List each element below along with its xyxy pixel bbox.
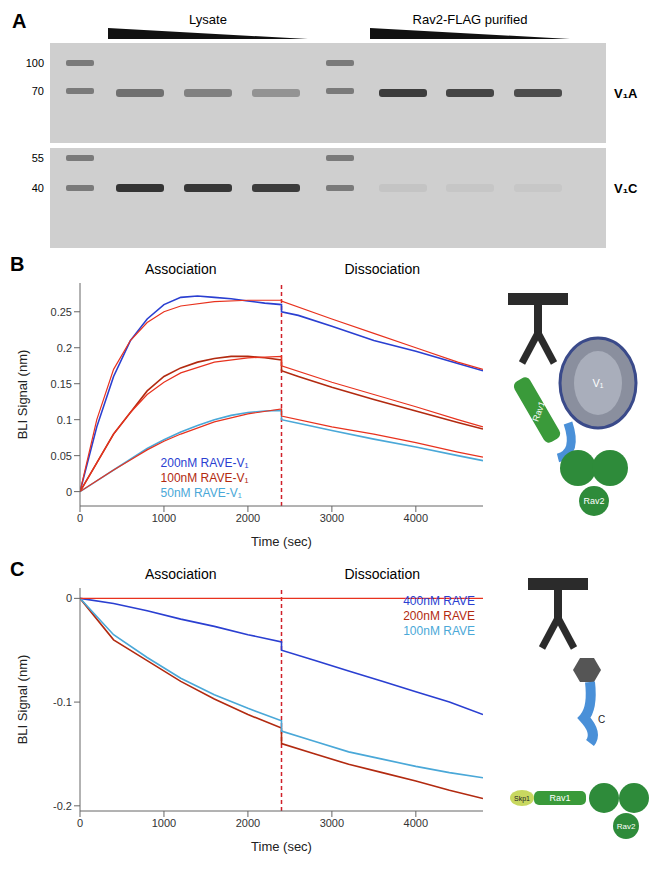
- svg-text:0: 0: [66, 592, 72, 604]
- html-text:Association: Association: [145, 566, 217, 582]
- svg-text:4000: 4000: [404, 817, 428, 829]
- html-text:400nM RAVE: 400nM RAVE: [403, 594, 475, 608]
- svg-text:Time (sec): Time (sec): [251, 839, 312, 854]
- svg-text:Rav1: Rav1: [530, 400, 547, 423]
- html-text:100nM RAVE: 100nM RAVE: [403, 624, 475, 638]
- html-text:200nM RAVE-V₁: 200nM RAVE-V₁: [160, 456, 249, 470]
- svg-text:V₁A: V₁A: [614, 86, 638, 101]
- html-text:B: B: [10, 253, 25, 275]
- svg-text:0.05: 0.05: [51, 450, 72, 462]
- svg-text:Rav1: Rav1: [549, 793, 570, 803]
- svg-text:0.1: 0.1: [57, 414, 72, 426]
- html-text:Dissociation: Dissociation: [344, 566, 420, 582]
- svg-text:Skp1: Skp1: [514, 795, 530, 803]
- html-text:50nM RAVE-V₁: 50nM RAVE-V₁: [160, 486, 242, 500]
- svg-text:V₁: V₁: [592, 377, 603, 389]
- svg-text:2000: 2000: [236, 817, 260, 829]
- svg-text:1000: 1000: [152, 512, 176, 524]
- svg-text:55: 55: [32, 152, 44, 164]
- svg-text:1000: 1000: [152, 817, 176, 829]
- html-text:Association: Association: [145, 261, 217, 277]
- html-text:200nM RAVE: 200nM RAVE: [403, 609, 475, 623]
- svg-text:BLI Signal (nm): BLI Signal (nm): [15, 350, 30, 440]
- svg-text:-0.2: -0.2: [53, 800, 72, 812]
- html-text:C: C: [10, 558, 25, 580]
- svg-text:Rav2: Rav2: [617, 822, 636, 831]
- svg-text:2000: 2000: [236, 512, 260, 524]
- svg-text:Time (sec): Time (sec): [251, 534, 312, 549]
- svg-text:0: 0: [66, 486, 72, 498]
- svg-text:Lysate: Lysate: [189, 12, 227, 27]
- svg-text:0: 0: [77, 512, 83, 524]
- svg-text:0.2: 0.2: [57, 342, 72, 354]
- svg-text:C: C: [598, 714, 605, 725]
- svg-text:100: 100: [26, 57, 44, 69]
- svg-text:0.15: 0.15: [51, 378, 72, 390]
- svg-text:4000: 4000: [404, 512, 428, 524]
- html-text:Dissociation: Dissociation: [344, 261, 420, 277]
- svg-text:3000: 3000: [320, 817, 344, 829]
- svg-text:Rav2: Rav2: [583, 496, 604, 506]
- svg-text:V₁C: V₁C: [614, 181, 638, 196]
- svg-text:0: 0: [77, 817, 83, 829]
- svg-text:70: 70: [32, 85, 44, 97]
- svg-text:-0.1: -0.1: [53, 696, 72, 708]
- html-text:100nM RAVE-V₁: 100nM RAVE-V₁: [160, 471, 249, 485]
- svg-text:40: 40: [32, 182, 44, 194]
- svg-text:0.25: 0.25: [51, 306, 72, 318]
- svg-text:Rav2-FLAG purified: Rav2-FLAG purified: [413, 12, 528, 27]
- svg-text:A: A: [12, 10, 26, 32]
- svg-text:BLI Signal (nm): BLI Signal (nm): [15, 655, 30, 745]
- svg-text:3000: 3000: [320, 512, 344, 524]
